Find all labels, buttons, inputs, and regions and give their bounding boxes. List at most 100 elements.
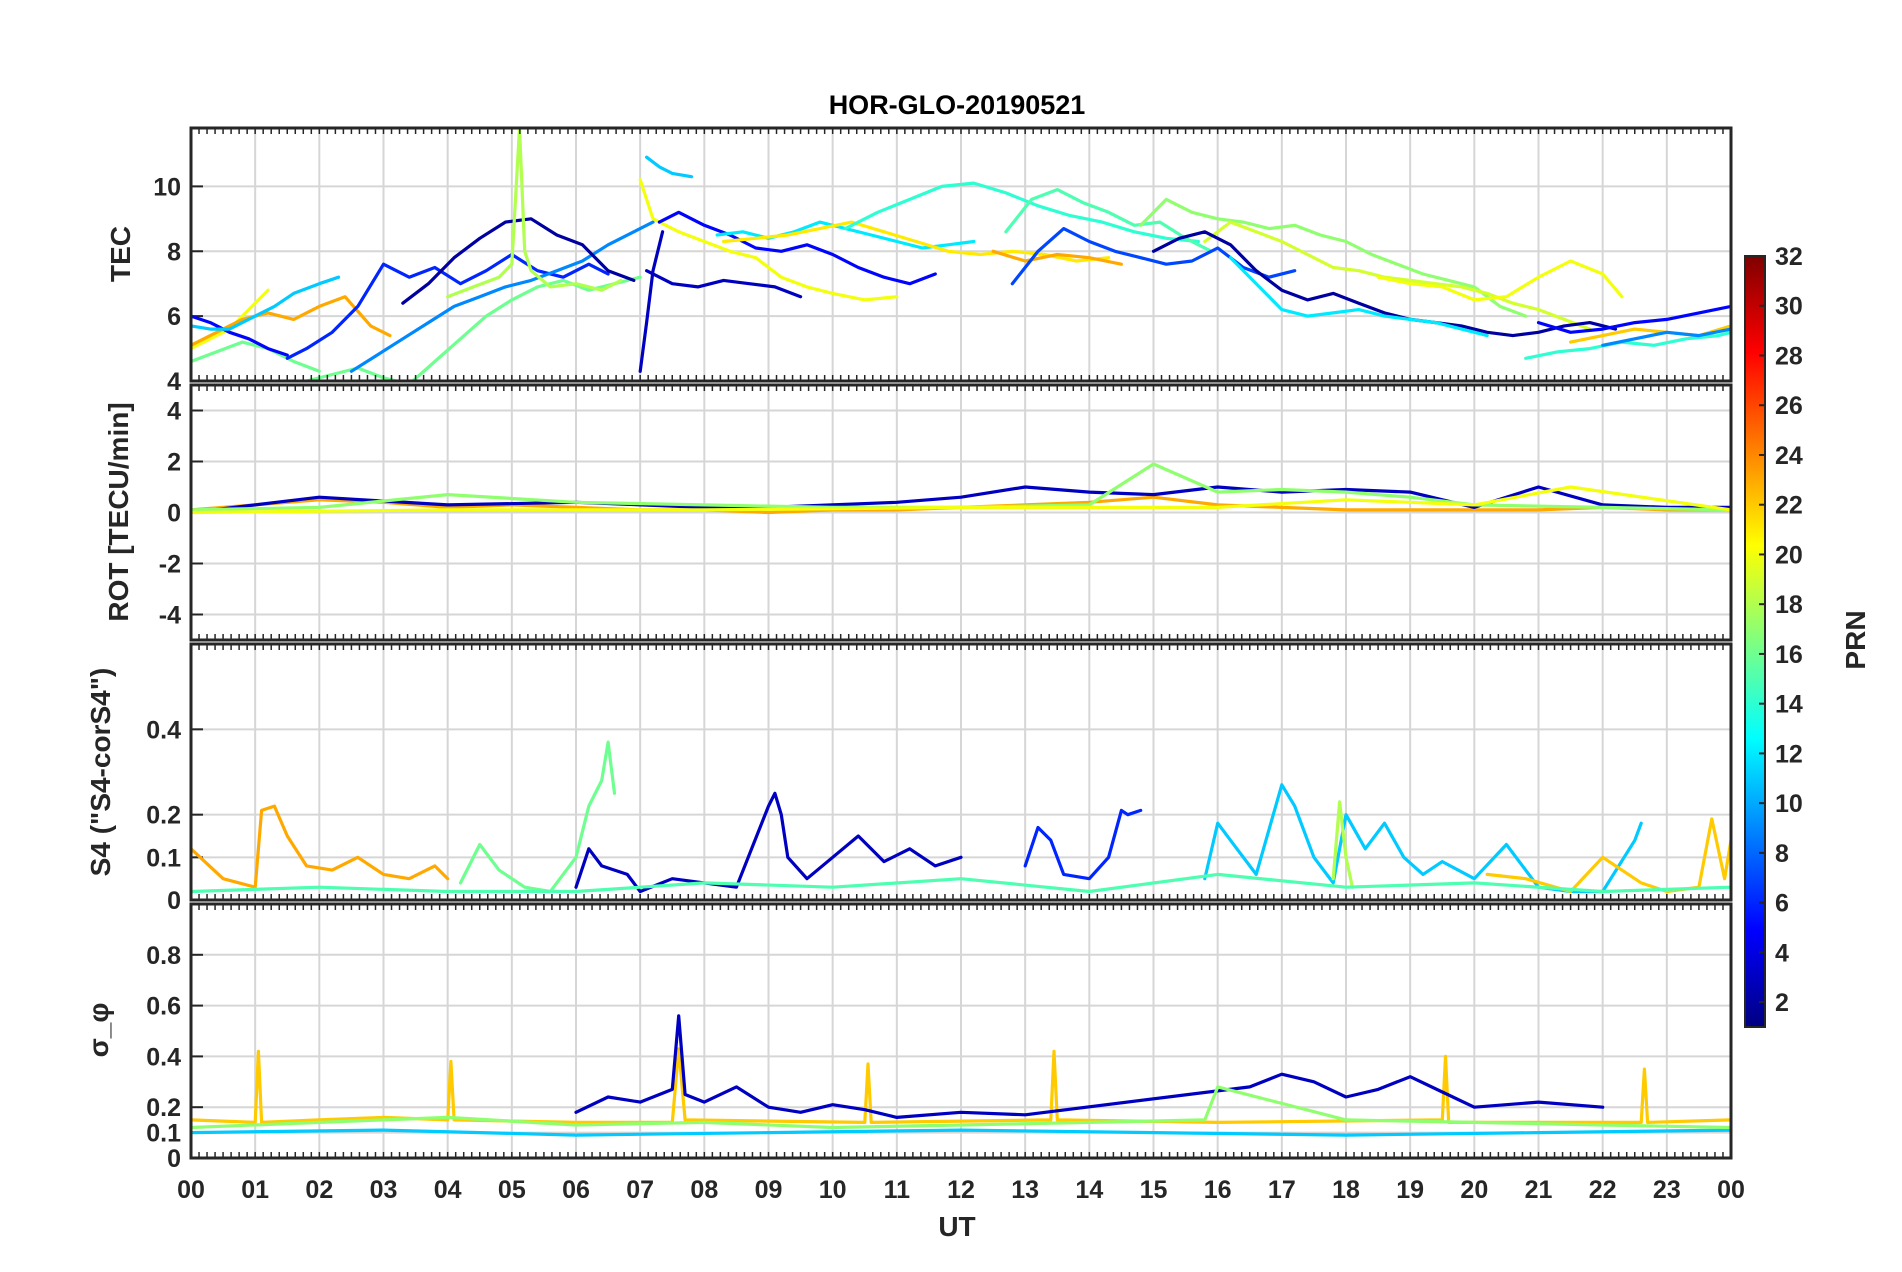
trace-prn-17 xyxy=(191,1085,1731,1130)
x-tick-label: 15 xyxy=(1140,1176,1168,1204)
y-tick-label: 0 xyxy=(167,1145,181,1173)
y-tick-label: 0.1 xyxy=(146,1120,181,1148)
trace-prn-15 xyxy=(191,872,1731,894)
trace-prn-20 xyxy=(638,178,899,302)
x-tick-label: 01 xyxy=(241,1176,269,1204)
trace-prn-5 xyxy=(191,314,289,357)
y-tick-label: 0.1 xyxy=(146,844,181,872)
x-tick-label: 02 xyxy=(305,1176,333,1204)
trace-prn-7 xyxy=(1010,227,1297,286)
trace-prn-11 xyxy=(645,155,694,179)
y-tick-label: 8 xyxy=(167,238,181,266)
trace-prn-6 xyxy=(1023,808,1143,881)
panels: 46810-4-202400.10.20.400.10.20.40.60.8TE… xyxy=(83,126,1733,1173)
panel-3-traces xyxy=(191,740,1731,894)
y-tick-label: 2 xyxy=(167,449,181,477)
colorbar-tick-label: 4 xyxy=(1775,939,1789,967)
x-tick-label: 23 xyxy=(1653,1176,1681,1204)
panel-2: -4 -2 0 2 4 xyxy=(159,383,1733,642)
trace-prn-16 xyxy=(458,740,617,894)
y-tick-label: 0.4 xyxy=(146,716,181,744)
colorbar-label: PRN xyxy=(1840,610,1871,669)
y-tick-label: 10 xyxy=(153,173,181,201)
x-tick-label: 08 xyxy=(690,1176,718,1204)
y-tick-label: 0 xyxy=(167,500,181,528)
y-tick-label: 0.6 xyxy=(146,993,181,1021)
x-tick-label: 16 xyxy=(1204,1176,1232,1204)
trace-prn-14 xyxy=(1524,330,1731,360)
colorbar-tick-label: 6 xyxy=(1775,890,1789,918)
x-tick-label: 07 xyxy=(626,1176,654,1204)
trace-prn-9 xyxy=(349,220,655,373)
y-axis-label-4: σ_φ xyxy=(83,1003,114,1058)
x-tick-label: 14 xyxy=(1075,1176,1103,1204)
trace-prn-2 xyxy=(1151,230,1618,338)
panel-2-traces xyxy=(191,462,1731,515)
x-tick-label: 09 xyxy=(755,1176,783,1204)
colorbar-gradient xyxy=(1744,255,1766,1028)
x-tick-label: 21 xyxy=(1525,1176,1553,1204)
colorbar-tick-label: 22 xyxy=(1775,492,1803,520)
y-tick-label: -4 xyxy=(159,602,181,630)
trace-prn-2 xyxy=(401,217,636,305)
trace-prn-18 xyxy=(446,128,623,299)
colorbar-tick-label: 14 xyxy=(1775,691,1803,719)
trace-prn-22 xyxy=(191,1047,1731,1124)
trace-prn-9 xyxy=(1601,327,1731,347)
trace-prn-19 xyxy=(1203,220,1592,331)
x-axis-label: UT xyxy=(938,1211,975,1242)
colorbar-tick-label: 16 xyxy=(1775,641,1803,669)
x-tick-label: 18 xyxy=(1332,1176,1360,1204)
x-tick-label: 22 xyxy=(1589,1176,1617,1204)
trace-prn-12 xyxy=(1228,256,1489,338)
trace-prn-21 xyxy=(722,220,1111,263)
y-axis-label-3: S4 ("S4-corS4") xyxy=(85,668,116,877)
x-tick-label: 11 xyxy=(884,1176,911,1204)
trace-prn-20 xyxy=(191,485,1731,515)
trace-prn-11 xyxy=(1203,783,1643,894)
colorbar-tick-label: 12 xyxy=(1775,740,1803,768)
colorbar-tick-label: 24 xyxy=(1775,442,1803,470)
y-tick-label: 0.4 xyxy=(146,1043,181,1071)
colorbar-tick-label: 10 xyxy=(1775,790,1803,818)
x-tick-label: 13 xyxy=(1011,1176,1039,1204)
y-tick-label: 0.2 xyxy=(146,1094,181,1122)
chart-title: HOR-GLO-20190521 xyxy=(829,90,1086,120)
x-tick-label: 20 xyxy=(1460,1176,1488,1204)
x-tick-label: 00 xyxy=(177,1176,205,1204)
colorbar-tick-label: 30 xyxy=(1775,293,1803,321)
trace-prn-11 xyxy=(191,275,341,331)
panel-4-traces xyxy=(191,1014,1731,1137)
y-tick-label: 4 xyxy=(167,368,181,396)
trace-prn-5 xyxy=(1536,304,1731,334)
colorbar-tick-label: 32 xyxy=(1775,243,1803,271)
y-axis-label-1: TEC xyxy=(105,226,136,282)
trace-prn-3 xyxy=(645,269,803,299)
trace-prn-20 xyxy=(1376,259,1624,302)
trace-prn-17 xyxy=(191,462,1731,512)
x-tick-label: 03 xyxy=(370,1176,398,1204)
trace-prn-14 xyxy=(843,181,1200,244)
colorbar-tick-label: 2 xyxy=(1775,989,1789,1017)
x-tick-label: 00 xyxy=(1717,1176,1745,1204)
y-tick-label: 6 xyxy=(167,303,181,331)
x-axis: 00 01 02 03 04 05 06 07 08 09 10 11 12 13 14 15 16 17 18 19… xyxy=(177,1176,1745,1204)
trace-prn-5 xyxy=(657,210,937,286)
y-tick-label: 0.2 xyxy=(146,802,181,830)
colorbar-tick-label: 20 xyxy=(1775,541,1803,569)
panel-3: 0 0.1 0.2 0.4 xyxy=(146,642,1733,915)
x-tick-label: 19 xyxy=(1396,1176,1424,1204)
colorbar-tick-label: 18 xyxy=(1775,591,1803,619)
x-tick-label: 06 xyxy=(562,1176,590,1204)
x-tick-label: 17 xyxy=(1268,1176,1296,1204)
x-tick-label: 10 xyxy=(819,1176,847,1204)
trace-prn-16 xyxy=(191,340,321,373)
x-tick-label: 05 xyxy=(498,1176,526,1204)
panel-1-traces xyxy=(191,128,1731,381)
colorbar-tick-label: 8 xyxy=(1775,840,1789,868)
y-tick-label: 0 xyxy=(167,887,181,915)
trace-prn-12 xyxy=(715,220,976,250)
trace-prn-3 xyxy=(574,1014,1605,1119)
